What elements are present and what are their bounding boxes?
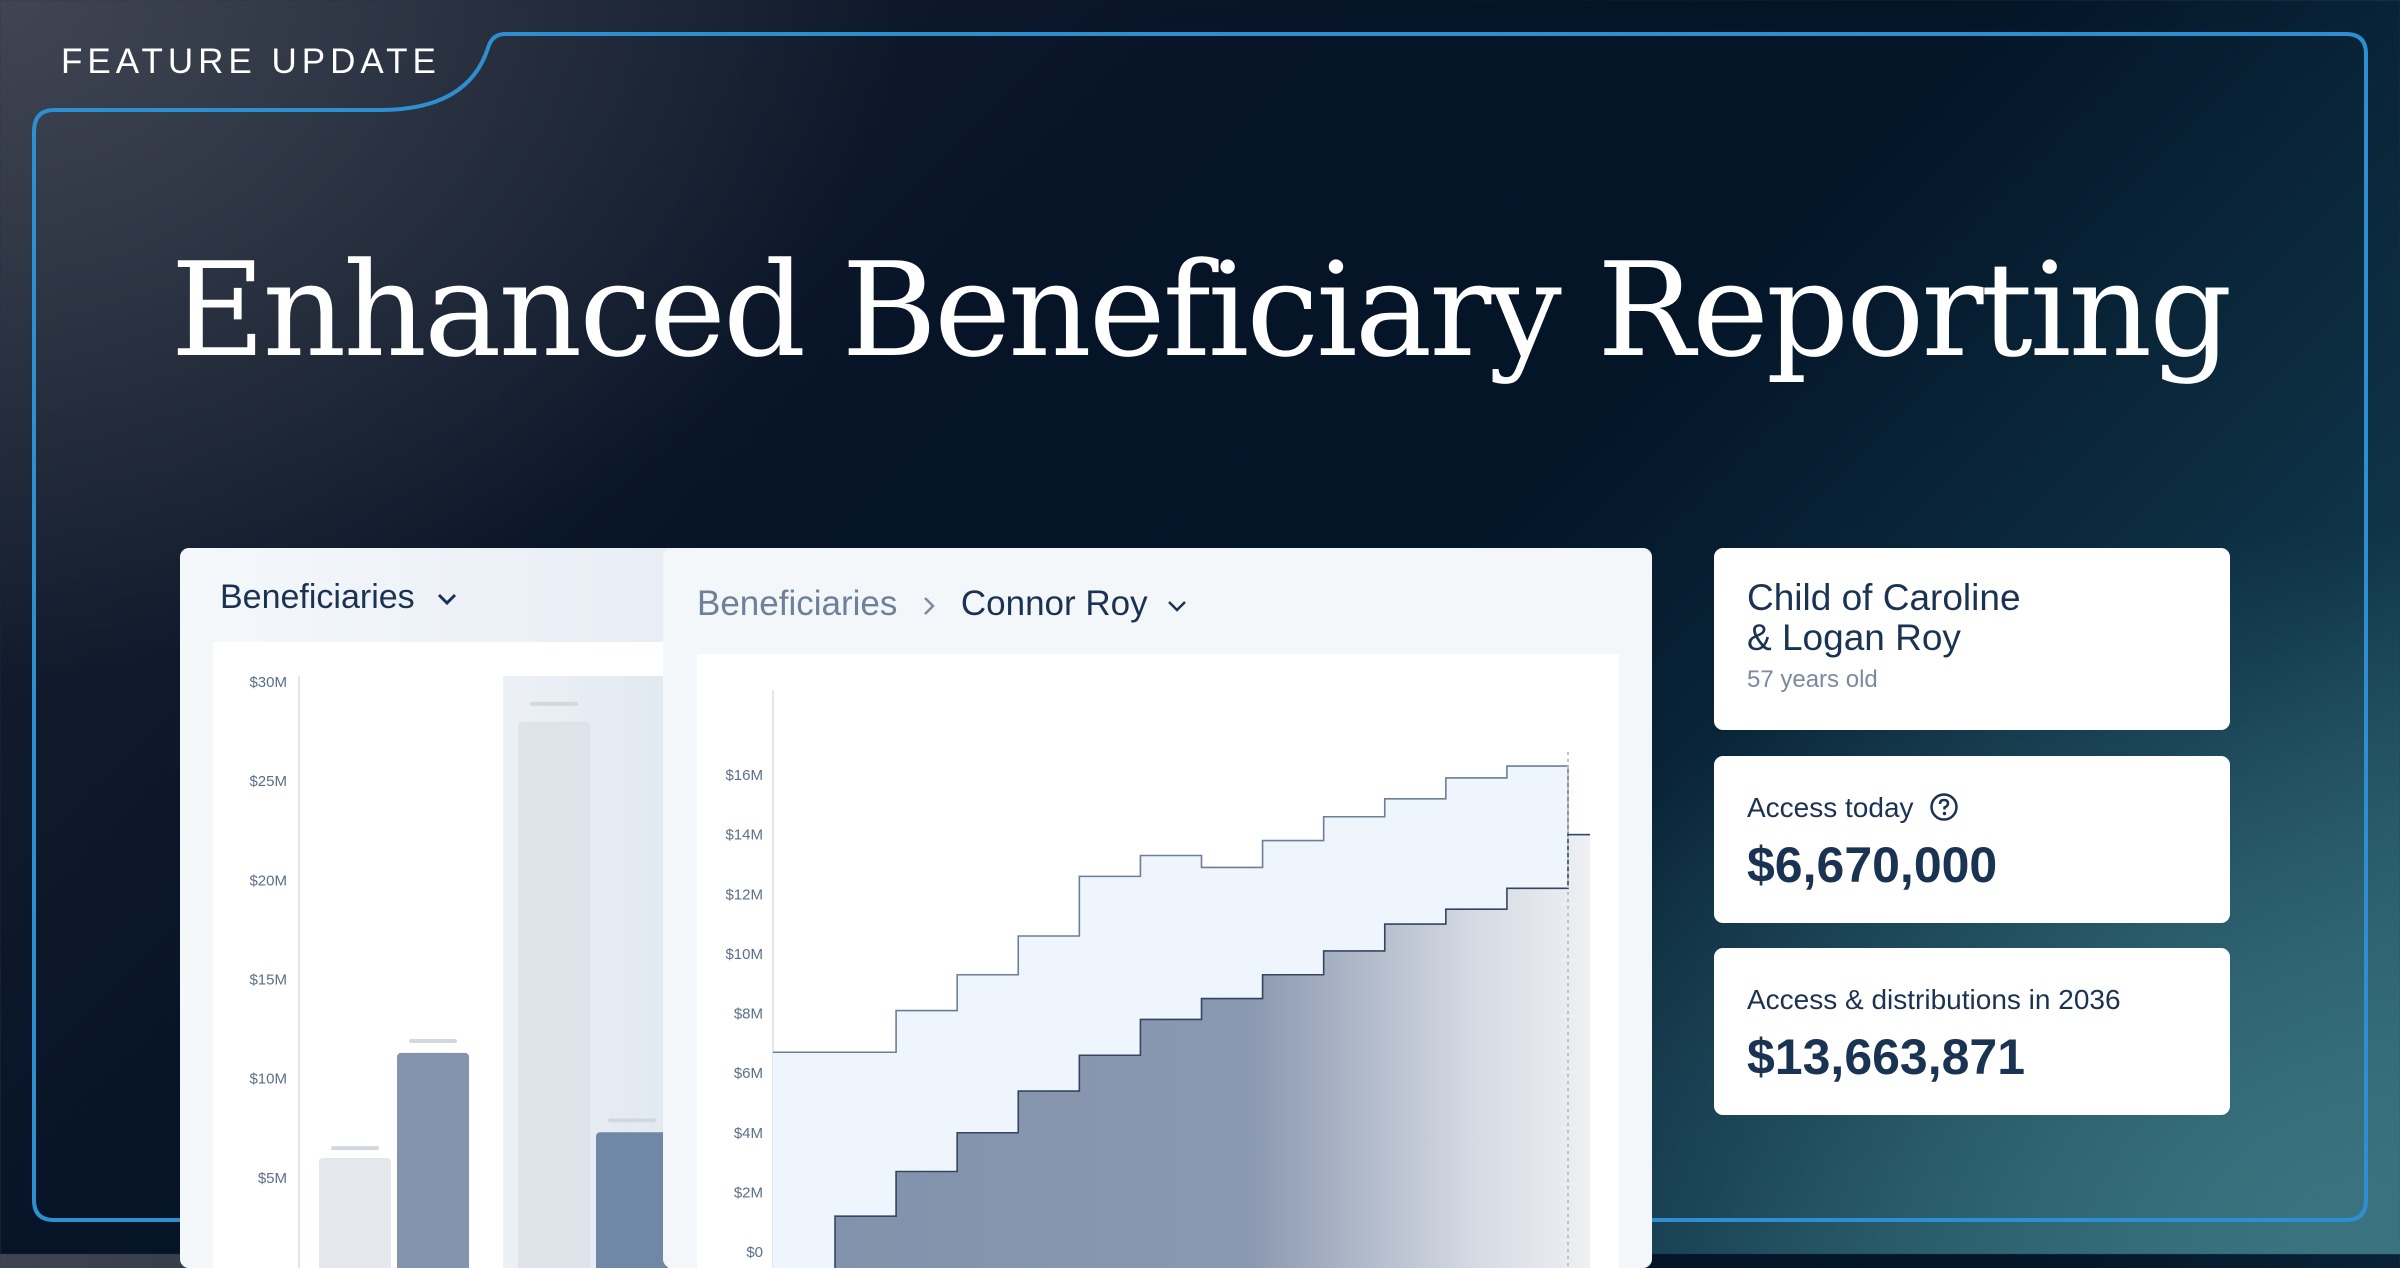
- beneficiaries-dropdown[interactable]: Beneficiaries: [220, 578, 458, 617]
- y-tick-label: $30M: [249, 674, 287, 691]
- breadcrumb-beneficiaries-link[interactable]: Beneficiaries: [697, 584, 898, 623]
- breadcrumb: Beneficiaries Connor Roy: [697, 584, 1187, 624]
- beneficiary-profile-card: Child of Caroline & Logan Roy 57 years o…: [1714, 548, 2230, 730]
- help-icon[interactable]: [1929, 792, 1959, 822]
- bar-chart: $0$5M$10M$15M$20M$25M$30M: [249, 674, 710, 1268]
- connor-roy-panel: Beneficiaries Connor Roy $0 $2M: [663, 548, 1652, 1268]
- bar[interactable]: [397, 1052, 469, 1268]
- beneficiary-relation: Child of Caroline & Logan Roy: [1747, 578, 2021, 658]
- y-tick-label: $0: [746, 1244, 763, 1261]
- access-today-card: Access today $6,670,000: [1714, 756, 2230, 923]
- current-access-area: [835, 834, 1590, 1268]
- y-tick-label: $14M: [725, 827, 763, 844]
- y-tick-label: $4M: [734, 1125, 763, 1142]
- feature-update-badge: FEATURE UPDATE: [61, 42, 441, 81]
- bar-chart-area: $0$5M$10M$15M$20M$25M$30M: [213, 642, 710, 1268]
- y-tick-label: $2M: [734, 1184, 763, 1201]
- beneficiaries-dropdown-label: Beneficiaries: [220, 578, 415, 616]
- beneficiary-age: 57 years old: [1747, 666, 1878, 693]
- relation-line-1: Child of Caroline: [1747, 577, 2021, 618]
- bar-target-marker: [331, 1146, 379, 1151]
- breadcrumb-current: Connor Roy: [960, 584, 1148, 623]
- y-tick-label: $10M: [725, 946, 763, 963]
- beneficiary-selector[interactable]: Connor Roy: [961, 584, 1188, 623]
- bar[interactable]: [596, 1132, 668, 1268]
- y-tick-label: $16M: [725, 767, 763, 784]
- relation-line-2: & Logan Roy: [1747, 617, 1961, 658]
- current-access-line: [834, 833, 1590, 1268]
- chevron-right-icon: [924, 596, 935, 615]
- projected-access-line: [773, 765, 1590, 1054]
- access-2036-card: Access & distributions in 2036 $13,663,8…: [1714, 948, 2230, 1115]
- y-tick-label: $12M: [725, 886, 763, 903]
- beneficiaries-panel: Beneficiaries $0$5M$10M$15M$20M$25M$30M: [180, 548, 710, 1268]
- access-today-value: $6,670,000: [1747, 837, 1998, 893]
- bar-target-marker: [530, 701, 578, 706]
- bar-target-marker: [608, 1118, 656, 1123]
- access-2036-value: $13,663,871: [1747, 1029, 2026, 1085]
- bar[interactable]: [319, 1158, 391, 1268]
- y-tick-label: $10M: [249, 1071, 287, 1088]
- chevron-down-icon: [438, 593, 457, 606]
- bar[interactable]: [518, 721, 590, 1268]
- page-headline: Enhanced Beneficiary Reporting: [170, 234, 2233, 386]
- y-tick-label: $5M: [258, 1170, 287, 1187]
- step-chart-area: $0 $2M $4M $6M $8M $10M $12M $14M $16M: [697, 654, 1619, 1268]
- access-2036-label: Access & distributions in 2036: [1747, 984, 2121, 1015]
- bar-target-marker: [409, 1039, 457, 1043]
- y-tick-label: $20M: [249, 872, 287, 889]
- access-today-label: Access today: [1747, 792, 1914, 823]
- access-today-label-row: Access today: [1747, 792, 1959, 824]
- y-tick-label: $25M: [249, 773, 287, 790]
- y-tick-label: $15M: [249, 972, 287, 989]
- y-tick-label: $8M: [734, 1006, 763, 1023]
- step-chart: $0 $2M $4M $6M $8M $10M $12M $14M $16M: [725, 690, 1590, 1268]
- y-tick-label: $6M: [734, 1065, 763, 1082]
- chevron-down-icon: [1168, 600, 1187, 612]
